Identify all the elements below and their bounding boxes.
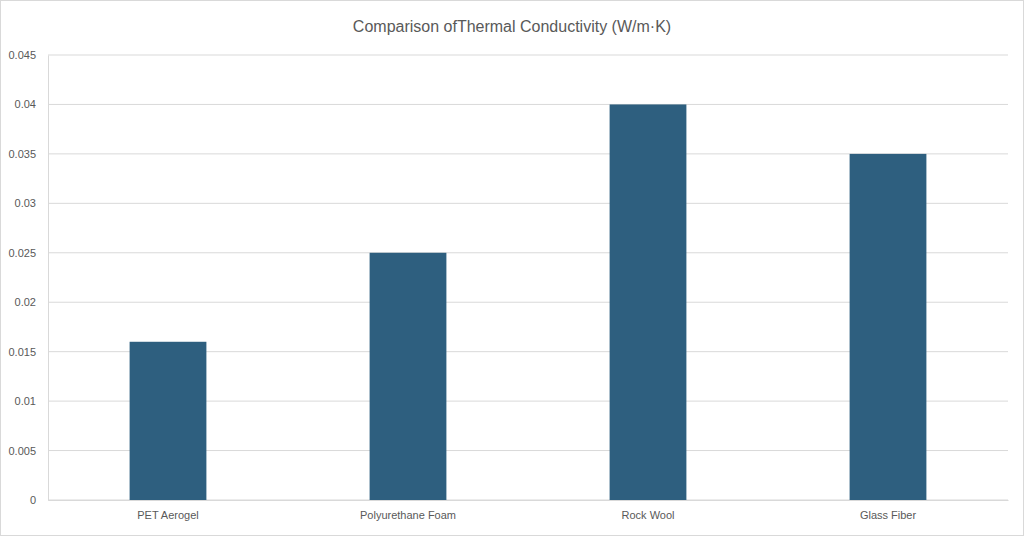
bars xyxy=(130,104,927,500)
y-tick-label: 0.005 xyxy=(8,445,36,457)
y-tick: 0.02 xyxy=(15,296,48,308)
y-tick-label: 0 xyxy=(30,494,36,506)
plot: 0 0.005 0.01 0.015 0.02 0.025 0.03 0.035 0.04 0.0… xyxy=(8,49,1008,521)
bar xyxy=(370,253,447,500)
bar xyxy=(850,154,927,500)
grid-line xyxy=(48,55,1008,56)
y-tick-label: 0.015 xyxy=(8,346,36,358)
bar xyxy=(130,342,207,500)
y-tick-label: 0.01 xyxy=(15,395,36,407)
chart-title: Comparison ofThermal Conductivity (W/m·K… xyxy=(353,18,671,35)
grid xyxy=(48,55,1008,500)
y-tick: 0.025 xyxy=(8,247,48,259)
chart: 0 0.005 0.01 0.015 0.02 0.025 0.03 0.035 0.04 0.0… xyxy=(0,0,1024,536)
y-tick: 0.035 xyxy=(8,148,48,160)
y-tick: 0.045 xyxy=(8,49,48,61)
bar xyxy=(610,104,687,500)
grid-line xyxy=(48,104,1008,105)
y-tick-label: 0.04 xyxy=(15,98,36,110)
y-tick-label: 0.045 xyxy=(8,49,36,61)
y-tick: 0 xyxy=(30,494,48,506)
y-tick: 0.01 xyxy=(15,395,48,407)
x-tick-label: Glass Fiber xyxy=(860,509,917,521)
x-tick: Rock Wool xyxy=(622,500,675,521)
x-tick: Glass Fiber xyxy=(860,500,917,521)
x-tick-label: PET Aerogel xyxy=(137,509,199,521)
y-tick: 0.03 xyxy=(15,197,48,209)
x-axis: PET Aerogel Polyurethane Foam Rock Wool Gla… xyxy=(49,500,1009,521)
y-tick-label: 0.03 xyxy=(15,197,36,209)
y-tick: 0.04 xyxy=(15,98,48,110)
y-tick-label: 0.02 xyxy=(15,296,36,308)
x-tick-label: Rock Wool xyxy=(622,509,675,521)
y-axis: 0 0.005 0.01 0.015 0.02 0.025 0.03 0.035 0.04 0.0… xyxy=(8,49,48,506)
x-axis-line xyxy=(49,500,1009,501)
x-tick: Polyurethane Foam xyxy=(360,500,456,521)
x-tick: PET Aerogel xyxy=(137,500,199,521)
x-tick-label: Polyurethane Foam xyxy=(360,509,456,521)
y-tick: 0.005 xyxy=(8,445,48,457)
y-axis-line xyxy=(48,56,49,501)
chart-frame xyxy=(1,1,1024,536)
y-tick-label: 0.025 xyxy=(8,247,36,259)
y-tick-label: 0.035 xyxy=(8,148,36,160)
y-tick: 0.015 xyxy=(8,346,48,358)
